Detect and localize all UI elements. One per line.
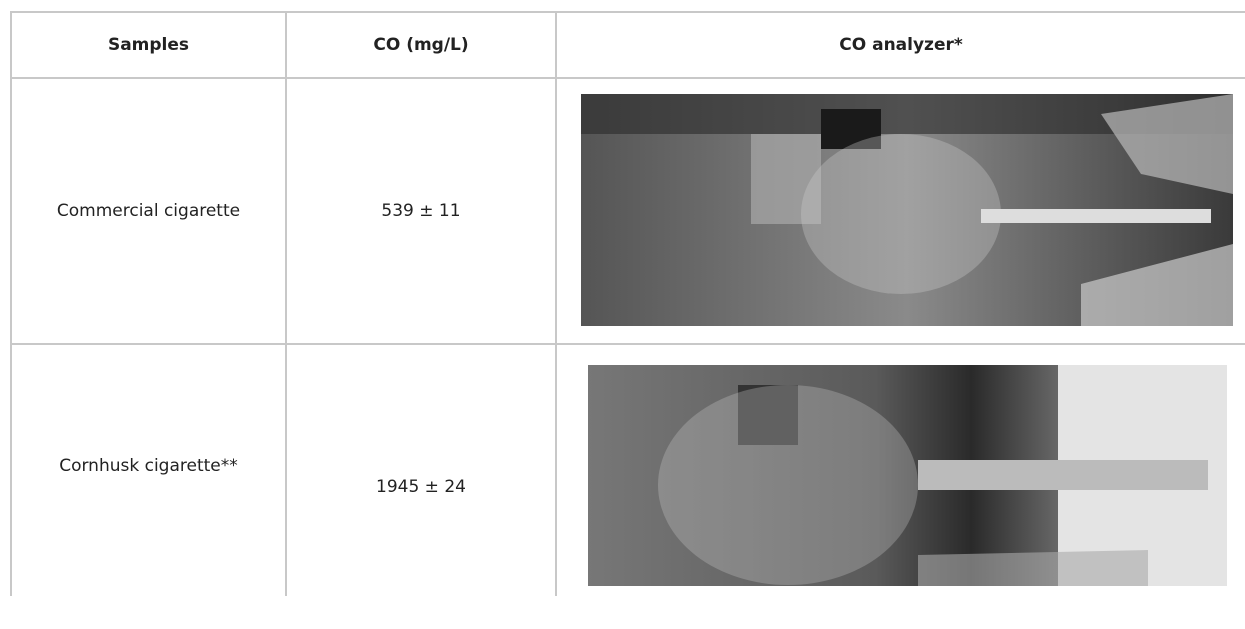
sample-cell: Cornhusk cigarette** xyxy=(12,345,285,587)
photo xyxy=(588,365,1227,586)
border xyxy=(555,11,557,596)
header-cell: CO (mg/L) xyxy=(287,13,555,77)
page: Samples CO (mg/L) CO analyzer* Commercia… xyxy=(0,0,1245,596)
value-cell: 1945 ± 24 xyxy=(287,345,555,629)
value-cell: 539 ± 11 xyxy=(287,79,555,343)
sample-cell: Commercial cigarette xyxy=(12,79,285,343)
header-cell: Samples xyxy=(12,13,285,77)
photo xyxy=(581,94,1233,326)
header-cell: CO analyzer* xyxy=(557,13,1245,77)
